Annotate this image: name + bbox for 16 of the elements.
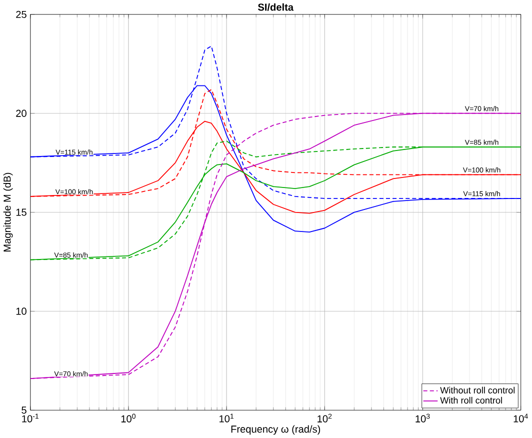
chart-title: SI/delta — [258, 3, 294, 11]
x-tick-label: 10$^{1}$ — [220, 414, 234, 422]
x-tick-label: 10$^{3}$ — [416, 414, 430, 422]
legend-label: Without roll control — [440, 386, 515, 394]
x-axis-title: Frequency ω (rad/s) — [231, 425, 320, 435]
y-tick-label: 5 — [22, 406, 26, 414]
y-tick-label: 15 — [16, 208, 26, 216]
x-tick-label: 10$^{-1}$ — [22, 414, 39, 422]
y-axis-title: Magnitude M (dB) — [3, 172, 13, 252]
x-tick-label: 10$^{2}$ — [318, 414, 332, 422]
y-tick-label: 20 — [16, 110, 26, 117]
x-tick-label: 10$^{4}$ — [514, 414, 528, 422]
legend-label: With roll control — [440, 396, 502, 404]
x-tick-label: 10$^{0}$ — [121, 414, 136, 422]
y-tick-label: 25 — [16, 10, 26, 18]
y-tick-label: 10 — [16, 308, 26, 315]
